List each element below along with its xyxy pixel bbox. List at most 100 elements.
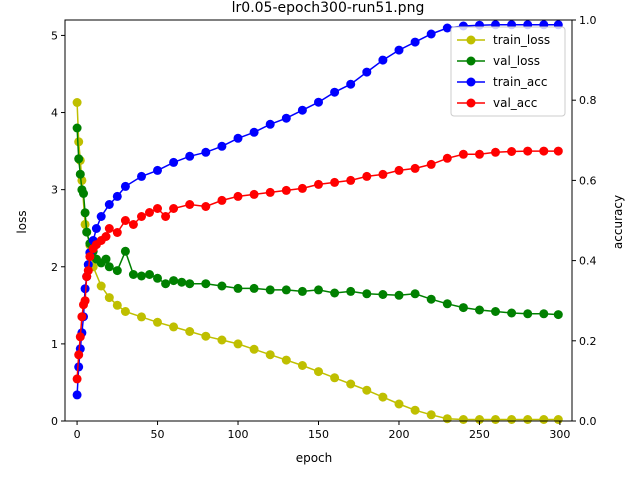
legend-box	[450, 26, 566, 117]
data-point	[249, 344, 259, 354]
data-point	[458, 149, 468, 159]
data-point	[137, 171, 146, 181]
data-point	[112, 228, 122, 237]
data-point	[346, 286, 356, 296]
x-tick-label: 250	[469, 428, 490, 441]
data-point	[249, 189, 259, 199]
data-point	[153, 165, 162, 175]
data-point	[523, 415, 533, 424]
data-point	[75, 332, 85, 342]
data-point	[442, 153, 452, 163]
data-point	[507, 308, 517, 318]
data-point	[128, 220, 138, 229]
x-tick-label: 50	[151, 428, 165, 441]
data-point	[101, 254, 111, 264]
data-point	[217, 281, 227, 291]
x-tick-label: 0	[74, 428, 81, 441]
y-tick-label-right: 0.2	[579, 335, 597, 348]
data-point	[281, 285, 291, 295]
data-point	[330, 373, 340, 383]
data-point	[83, 266, 93, 276]
data-point	[161, 279, 171, 289]
data-point	[201, 147, 211, 157]
data-point	[80, 208, 90, 218]
data-point	[201, 279, 211, 289]
data-point	[346, 79, 356, 89]
data-point	[314, 285, 323, 295]
data-point	[394, 45, 404, 55]
series-val-acc	[72, 146, 563, 384]
data-point	[330, 87, 340, 97]
data-point	[72, 123, 82, 133]
data-point	[145, 208, 154, 217]
data-point	[91, 224, 101, 233]
data-point	[74, 362, 84, 372]
data-point	[297, 183, 307, 193]
data-point	[539, 415, 549, 424]
data-point	[539, 309, 549, 319]
data-point	[128, 270, 138, 279]
data-point	[80, 296, 90, 306]
data-point	[77, 312, 87, 322]
data-point	[120, 181, 130, 191]
data-point	[378, 392, 388, 402]
data-point	[104, 293, 114, 303]
data-point	[72, 390, 82, 400]
data-point	[96, 212, 106, 221]
data-point	[507, 147, 517, 156]
data-point	[233, 339, 243, 349]
data-point	[410, 163, 420, 173]
x-axis-label: epoch	[296, 451, 333, 465]
data-point	[217, 195, 227, 205]
axes: 0 50 100 150 200 250 300 0 1 2 3 4 5 0.0 0.2 0.4 0.6 0.8 1…	[51, 14, 597, 441]
data-point	[410, 37, 420, 47]
legend-marker	[466, 56, 476, 66]
data-point	[201, 202, 211, 211]
data-point	[217, 335, 227, 345]
data-point	[553, 310, 563, 320]
data-point	[265, 285, 275, 295]
data-point	[137, 312, 146, 322]
data-point	[491, 415, 500, 424]
y-tick-label-left: 1	[51, 338, 58, 351]
data-point	[458, 415, 468, 424]
data-point	[185, 200, 195, 209]
data-point	[233, 283, 243, 293]
data-point	[104, 224, 114, 233]
data-point	[539, 146, 549, 156]
data-point	[153, 317, 162, 327]
legend: train_loss val_loss train_acc val_acc	[450, 26, 566, 117]
x-tick-label: 150	[308, 428, 329, 441]
data-point	[410, 405, 420, 415]
data-point	[185, 151, 195, 161]
data-point	[442, 23, 452, 33]
y-tick-label-left: 0	[51, 415, 58, 428]
series-line	[76, 150, 559, 379]
data-point	[85, 252, 95, 262]
data-point	[177, 277, 187, 287]
data-point	[169, 276, 179, 286]
y-tick-label-right: 0.4	[579, 255, 597, 268]
legend-label: train_loss	[493, 33, 550, 47]
data-point	[249, 127, 259, 137]
data-point	[297, 286, 307, 296]
data-point	[80, 284, 90, 294]
data-point	[553, 146, 563, 156]
legend-marker	[466, 77, 476, 87]
data-point	[82, 227, 92, 237]
data-point	[394, 399, 404, 409]
data-point	[137, 212, 146, 221]
data-point	[362, 171, 372, 181]
data-point	[426, 294, 436, 304]
y-tick-label-right: 0.8	[579, 94, 597, 107]
data-point	[79, 189, 88, 198]
data-point	[74, 154, 84, 164]
data-point	[330, 177, 340, 187]
y-tick-label-left: 2	[51, 261, 58, 274]
data-point	[378, 169, 388, 179]
data-point	[281, 355, 291, 365]
data-point	[410, 289, 420, 299]
data-point	[185, 327, 195, 336]
data-point	[281, 185, 291, 195]
